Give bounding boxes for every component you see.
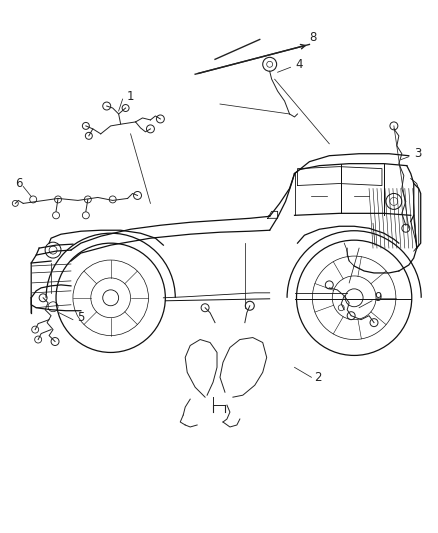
Text: 9: 9 <box>374 292 381 304</box>
Text: 4: 4 <box>296 58 303 71</box>
Text: 8: 8 <box>309 31 317 44</box>
Text: 2: 2 <box>314 371 322 384</box>
Text: 3: 3 <box>414 147 421 160</box>
Text: 5: 5 <box>77 311 85 324</box>
Text: 1: 1 <box>127 90 134 102</box>
Text: 6: 6 <box>15 177 23 190</box>
